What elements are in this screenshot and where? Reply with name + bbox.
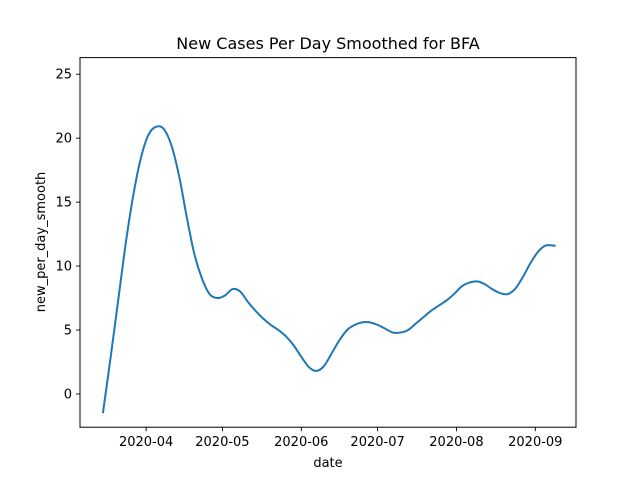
y-tick-label: 25 xyxy=(55,68,72,83)
y-tick-label: 10 xyxy=(55,260,72,275)
x-tick-label: 2020-04 xyxy=(119,435,173,450)
chart-title: New Cases Per Day Smoothed for BFA xyxy=(176,34,479,53)
y-tick-label: 20 xyxy=(55,132,72,147)
x-axis-label: date xyxy=(313,456,342,471)
y-tick-label: 5 xyxy=(64,324,72,339)
x-tick-label: 2020-05 xyxy=(195,435,249,450)
series-line xyxy=(101,125,556,414)
x-tick-label: 2020-08 xyxy=(429,435,483,450)
x-tick-label: 2020-06 xyxy=(274,435,328,450)
plot-area-frame xyxy=(79,57,577,428)
y-tick-label: 15 xyxy=(55,196,72,211)
y-axis-label: new_per_day_smooth xyxy=(34,172,49,313)
x-tick-label: 2020-07 xyxy=(350,435,404,450)
x-tick-label: 2020-09 xyxy=(508,435,562,450)
y-axis: 0 5 10 15 20 25 xyxy=(55,68,80,402)
y-tick-label: 0 xyxy=(64,387,72,402)
x-axis: 2020-04 2020-05 2020-06 2020-07 2020-08 2020-… xyxy=(119,427,562,450)
